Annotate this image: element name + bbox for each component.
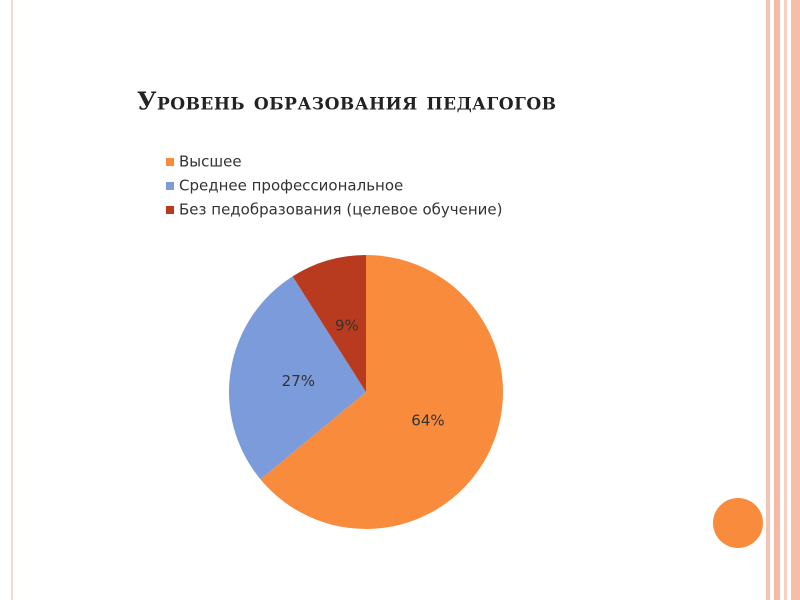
pie-slice	[229, 276, 366, 480]
pie-slice	[260, 255, 504, 529]
data-label: 9%	[335, 317, 359, 335]
chart-title: Уровень образования педагогов	[137, 87, 557, 116]
legend-swatch	[166, 182, 174, 190]
legend-swatch	[166, 158, 174, 166]
legend-label: Без педобразования (целевое обучение)	[179, 201, 503, 219]
legend-label: Среднее профессиональное	[179, 177, 403, 195]
stripe	[774, 0, 780, 600]
legend-label: Высшее	[179, 153, 242, 171]
data-label: 64%	[411, 412, 444, 430]
legend-swatch	[166, 206, 174, 214]
pie-slice	[292, 255, 366, 392]
stripe	[784, 0, 787, 600]
stripe	[766, 0, 770, 600]
decor-circle	[713, 498, 763, 548]
data-label: 27%	[282, 372, 315, 390]
stripe	[791, 0, 800, 600]
